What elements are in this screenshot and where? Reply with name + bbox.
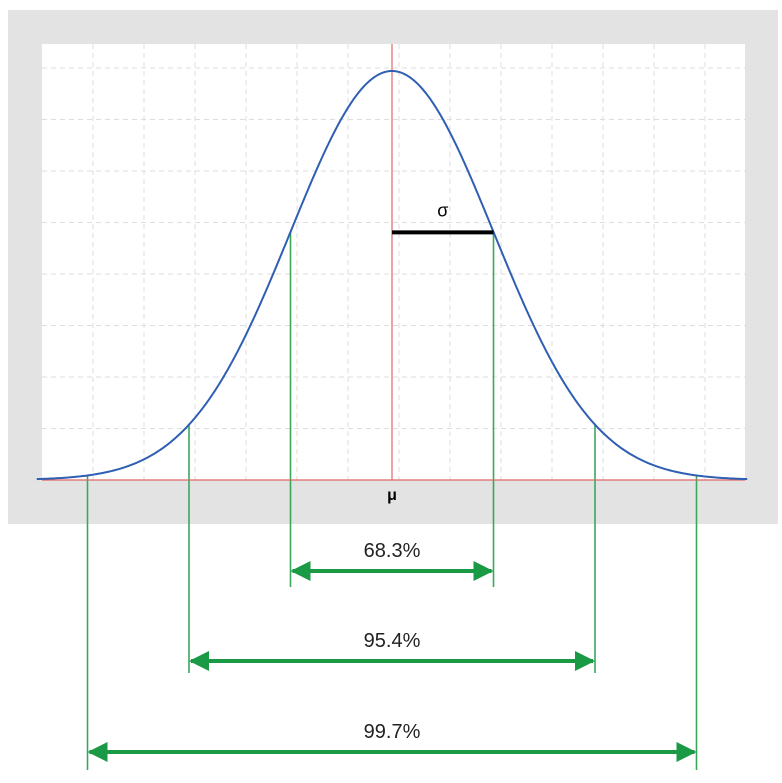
band-label-2sigma: 95.4% <box>364 630 421 652</box>
sigma-label: σ <box>437 200 448 220</box>
sigma-band-lines <box>86 231 698 770</box>
gridlines <box>42 44 745 480</box>
sigma-bands: 68.3% 95.4% 99.7% <box>87 540 697 762</box>
normal-curve <box>36 69 748 481</box>
band-label-1sigma: 68.3% <box>364 540 421 562</box>
plot-area <box>42 44 745 480</box>
band-label-3sigma: 99.7% <box>364 721 421 743</box>
mean-label: μ <box>387 487 397 504</box>
